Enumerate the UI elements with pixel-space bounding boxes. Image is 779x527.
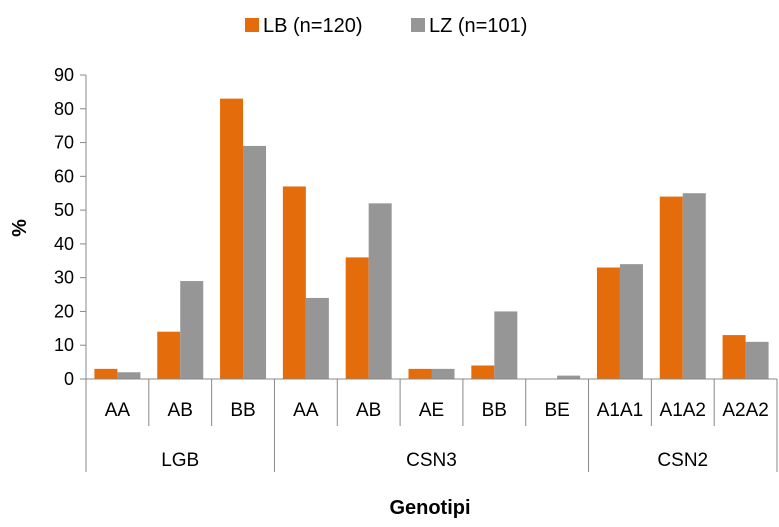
bar-lz-csn3-bb [494,311,518,379]
bar-lb-lgb-ab [157,331,181,379]
y-tick-label: 60 [54,166,74,186]
x-category-label: BB [482,400,507,421]
x-category-label: A1A2 [660,400,706,421]
bar-lb-csn3-ab [345,257,369,379]
bar-lz-lgb-bb [243,145,267,379]
bar-lz-csn3-ab [368,203,392,379]
y-axis: 0 10 20 30 40 50 60 70 80 90 [54,65,87,389]
x-category-label: BB [230,400,255,421]
x-category-label: BE [544,400,569,421]
bar-lb-csn3-aa [282,186,306,379]
bar-lz-lgb-ab [180,281,204,379]
y-tick-label: 20 [54,301,74,321]
x-group-label: CSN3 [406,450,457,471]
legend: LB (n=120) LZ (n=101) [245,15,527,37]
y-tick-label: 40 [54,234,74,254]
x-axis-title: Genotipi [389,497,470,519]
legend-swatch-lb [245,18,259,32]
x-axis: AA AB BB AA AB AE BB BE A1A1 A1A2 A2A2 LGB CSN3 CSN2 [85,378,778,472]
bar-lz-csn3-ae [431,368,455,379]
y-tick-label: 50 [54,200,74,220]
y-tick-label: 70 [54,133,74,153]
bar-lb-lgb-bb [220,98,244,379]
legend-label-lb: LB (n=120) [263,15,363,37]
bar-lz-csn2-a1a2 [682,193,706,379]
bar-lb-csn2-a2a2 [722,335,746,379]
bar-lz-csn3-be [557,375,581,379]
bar-lz-lgb-aa [117,372,141,379]
y-tick-label: 0 [64,369,74,389]
bar-lb-csn3-ae [408,368,432,379]
bar-lb-csn2-a1a2 [659,196,683,379]
legend-swatch-lz [411,18,425,32]
x-category-label: AA [293,400,319,421]
y-tick-label: 90 [54,65,74,85]
bar-lz-csn2-a1a1 [619,264,643,379]
x-group-label: CSN2 [657,450,708,471]
legend-label-lz: LZ (n=101) [429,15,527,37]
y-tick-label: 80 [54,99,74,119]
y-axis-title: % [9,219,31,237]
bar-lb-csn3-bb [471,365,495,379]
x-group-label: LGB [161,450,199,471]
x-category-label: A1A1 [597,400,643,421]
bars [94,98,769,379]
bar-lb-lgb-aa [94,368,118,379]
bar-lz-csn3-aa [305,297,329,379]
y-tick-label: 10 [54,335,74,355]
bar-lz-csn2-a2a2 [745,341,769,379]
bar-lb-csn2-a1a1 [596,267,620,379]
y-tick-label: 30 [54,268,74,288]
x-category-label: A2A2 [722,400,768,421]
x-category-label: AE [419,400,444,421]
x-category-label: AB [356,400,381,421]
x-category-label: AA [105,400,131,421]
x-category-label: AB [168,400,193,421]
